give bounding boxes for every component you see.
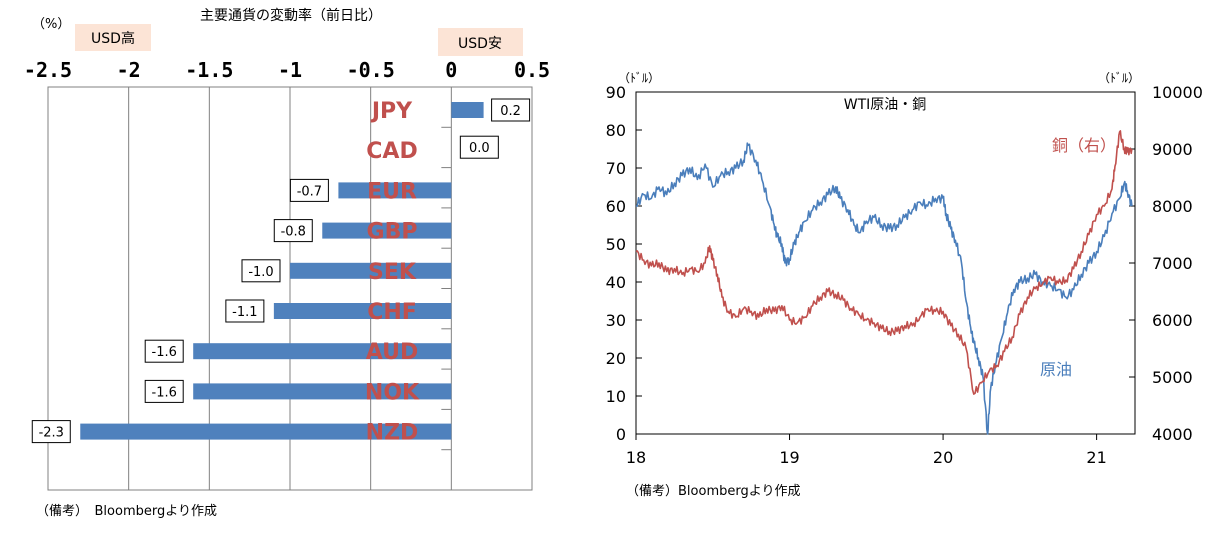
left-x-tick-labels: -2.5 -2 -1.5 -1 -0.5 0 0.5 xyxy=(24,58,550,82)
left-chart-note: （備考） Bloombergより作成 xyxy=(36,504,217,519)
category-label-gbp: GBP xyxy=(367,220,418,245)
percent-unit-label: （%） xyxy=(32,17,70,32)
data-label-box xyxy=(225,299,265,323)
right-y-axis-ticks: 4000 5000 6000 7000 8000 9000 10000 xyxy=(1129,83,1203,444)
left-x-tick-label: -2 xyxy=(117,58,141,82)
usd-weak-tag-bg xyxy=(438,28,523,56)
right-y-tick-label: 6000 xyxy=(1152,311,1193,330)
right-chart-note: （備考）Bloombergより作成 xyxy=(626,484,801,499)
category-label-nok: NOK xyxy=(365,380,420,405)
usd-weak-tag: USD安 xyxy=(458,36,502,52)
category-label-nzd: NZD xyxy=(366,421,419,446)
x-tick-label: 20 xyxy=(933,448,953,467)
bar-aud xyxy=(193,343,452,360)
data-label-chf: -1.1 xyxy=(232,305,257,320)
right-y-tick-label: 4000 xyxy=(1152,425,1193,444)
left-y-tick-label: 0 xyxy=(616,425,626,444)
data-label-eur: -0.7 xyxy=(297,184,322,199)
oil-series-line xyxy=(635,142,1133,435)
left-bars: JPY 0.2 CAD 0.0 EUR -0.7 GBP -0.8 SEK -1.0 CHF -1.1… xyxy=(31,98,531,446)
copper-series-line xyxy=(635,130,1133,395)
left-x-tick-label: 0.5 xyxy=(514,58,550,82)
copper-series-label: 銅（右） xyxy=(1052,136,1116,155)
left-y-axis-ticks: 0 10 20 30 40 50 60 70 80 90 xyxy=(606,83,642,444)
data-label-box xyxy=(491,98,531,122)
left-x-tick-label: -0.5 xyxy=(347,58,395,82)
bar-nzd xyxy=(80,423,452,440)
left-gridlines xyxy=(128,86,452,491)
left-x-tick-label: -1 xyxy=(278,58,302,82)
data-label-box xyxy=(289,178,329,202)
data-label-aud: -1.6 xyxy=(152,345,177,360)
category-label-aud: AUD xyxy=(366,340,418,365)
category-label-chf: CHF xyxy=(367,300,417,325)
bar-gbp xyxy=(322,222,452,239)
left-y-tick-label: 30 xyxy=(606,311,626,330)
left-y-tick-label: 10 xyxy=(606,387,626,406)
data-label-sek: -1.0 xyxy=(248,265,273,280)
bar-sek xyxy=(290,262,452,279)
right-y-tick-label: 7000 xyxy=(1152,254,1193,273)
usd-strong-tag: USD高 xyxy=(91,30,135,47)
left-y-tick-label: 40 xyxy=(606,273,626,292)
data-label-nok: -1.6 xyxy=(152,385,177,400)
oil-series-label: 原油 xyxy=(1040,360,1072,379)
left-y-tick-label: 50 xyxy=(606,235,626,254)
data-label-box xyxy=(144,379,184,403)
bar-chf xyxy=(273,303,452,319)
left-x-tick-label: -1.5 xyxy=(185,58,233,82)
data-label-box xyxy=(31,420,71,444)
left-x-tick-label: 0 xyxy=(445,58,457,82)
right-y-tick-label: 10000 xyxy=(1152,83,1203,102)
left-x-tick-label: -2.5 xyxy=(24,58,72,82)
data-label-box xyxy=(144,339,184,363)
category-label-jpy: JPY xyxy=(370,99,413,124)
left-y-tick-label: 60 xyxy=(606,197,626,216)
category-label-sek: SEK xyxy=(368,260,417,285)
wti-copper-chart: WTI原油・銅 （ﾄﾞﾙ） （ﾄﾞﾙ） 0102030405060708090 … xyxy=(606,71,1203,467)
bar-jpy xyxy=(451,102,484,118)
usd-strong-tag-bg xyxy=(75,24,151,51)
data-label-box xyxy=(241,259,281,283)
left-y-tick-label: 80 xyxy=(606,121,626,140)
right-y-tick-label: 8000 xyxy=(1152,197,1193,216)
x-tick-label: 18 xyxy=(626,448,646,467)
right-axis-unit: （ﾄﾞﾙ） xyxy=(1098,71,1140,85)
series-lines xyxy=(635,130,1133,435)
right-y-tick-label: 9000 xyxy=(1152,140,1193,159)
data-label-box xyxy=(273,219,313,243)
category-label-eur: EUR xyxy=(367,179,417,204)
data-label-jpy: 0.2 xyxy=(500,104,521,119)
left-y-tick-label: 90 xyxy=(606,83,626,102)
left-chart-title: 主要通貨の変動率（前日比） xyxy=(200,7,382,24)
currency-change-chart: 主要通貨の変動率（前日比） （%） USD高 USD安 -2.5 -2 -1.5 -1… xyxy=(24,7,550,491)
bar-eur xyxy=(338,182,452,199)
left-y-tick-label: 70 xyxy=(606,159,626,178)
x-axis-ticks: 18 19 20 21 xyxy=(626,434,1107,467)
left-axis-unit: （ﾄﾞﾙ） xyxy=(618,71,660,85)
x-tick-label: 19 xyxy=(779,448,799,467)
data-label-gbp: -0.8 xyxy=(281,225,306,240)
right-chart-title: WTI原油・銅 xyxy=(844,97,927,113)
bar-nok xyxy=(193,383,452,400)
data-label-cad: 0.0 xyxy=(469,141,490,156)
x-tick-label: 21 xyxy=(1086,448,1106,467)
left-y-tick-label: 20 xyxy=(606,349,626,368)
data-label-box xyxy=(459,135,499,159)
data-label-nzd: -2.3 xyxy=(39,426,64,441)
right-y-tick-label: 5000 xyxy=(1152,368,1193,387)
category-label-cad: CAD xyxy=(366,139,417,164)
